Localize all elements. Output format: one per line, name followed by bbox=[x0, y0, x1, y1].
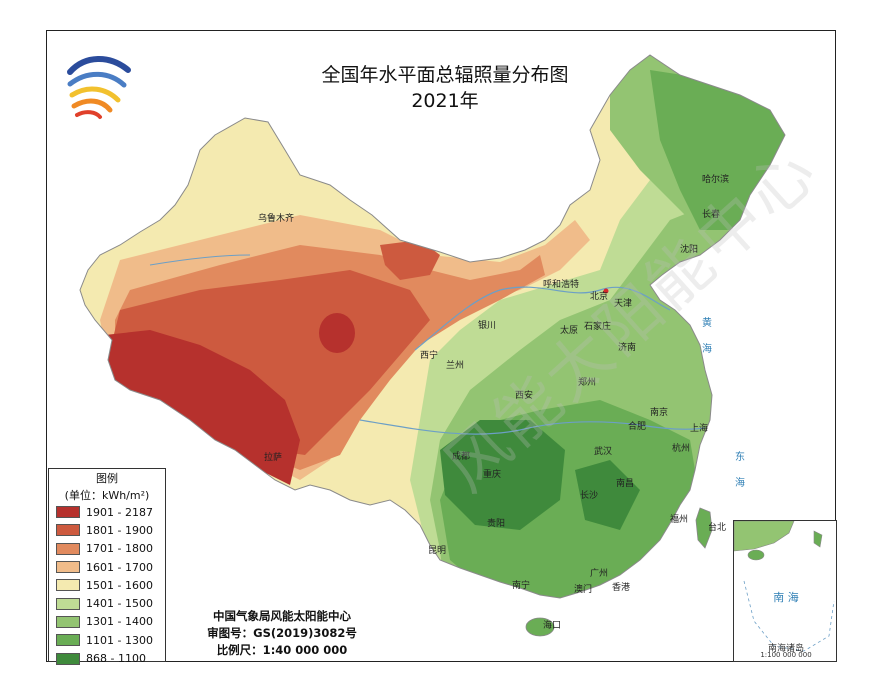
city-label: 长沙 bbox=[580, 491, 599, 501]
city-label: 沈阳 bbox=[680, 245, 699, 255]
city-label: 西宁 bbox=[420, 351, 439, 361]
legend-label: 1101 - 1300 bbox=[86, 633, 153, 647]
city-label: 兰州 bbox=[446, 361, 465, 371]
city-label: 西安 bbox=[515, 391, 534, 401]
legend-label: 1401 - 1500 bbox=[86, 597, 153, 611]
city-label: 哈尔滨 bbox=[702, 175, 730, 185]
sea-label-yellow: 黄 bbox=[702, 318, 712, 329]
logo-icon bbox=[67, 56, 131, 119]
title-main: 全国年水平面总辐照量分布图 bbox=[321, 64, 569, 86]
legend-swatch bbox=[56, 506, 80, 519]
legend-swatch bbox=[56, 652, 80, 665]
city-label: 海口 bbox=[543, 621, 562, 631]
legend-label: 1301 - 1400 bbox=[86, 615, 153, 629]
legend-swatch bbox=[56, 615, 80, 628]
city-label: 长春 bbox=[702, 210, 721, 220]
sea-label-yellow: 海 bbox=[702, 344, 712, 355]
city-label: 石家庄 bbox=[584, 322, 612, 332]
legend-label: 1701 - 1800 bbox=[86, 542, 153, 556]
city-label: 广州 bbox=[590, 569, 609, 579]
city-label: 台北 bbox=[708, 523, 727, 533]
legend-item: 1801 - 1900 bbox=[49, 521, 165, 539]
city-label: 太原 bbox=[560, 326, 579, 336]
city-label: 合肥 bbox=[628, 422, 647, 432]
city-label: 成都 bbox=[452, 452, 471, 462]
legend-title: 图例 bbox=[96, 472, 118, 485]
legend-item: 1601 - 1700 bbox=[49, 558, 165, 576]
map-title: 全国年水平面总辐照量分布图 2021年 bbox=[260, 62, 630, 114]
south-china-sea-inset: 南 海 南海诸岛 1:100 000 000 bbox=[733, 520, 837, 662]
legend-swatch bbox=[56, 634, 80, 647]
sea-label-east: 海 bbox=[735, 478, 745, 489]
city-label: 重庆 bbox=[483, 470, 502, 480]
legend-label: 868 - 1100 bbox=[86, 652, 146, 666]
city-label: 南昌 bbox=[616, 479, 635, 489]
legend-item: 1701 - 1800 bbox=[49, 540, 165, 558]
city-label: 乌鲁木齐 bbox=[258, 214, 295, 224]
credits-org: 中国气象局风能太阳能中心 bbox=[213, 609, 351, 623]
city-label: 香港 bbox=[612, 583, 631, 593]
city-label: 昆明 bbox=[428, 546, 447, 556]
inset-title: 南海诸岛 bbox=[767, 644, 804, 654]
city-label: 澳门 bbox=[574, 585, 593, 595]
legend-item: 868 - 1100 bbox=[49, 649, 165, 667]
credits-scale: 比例尺：1:40 000 000 bbox=[216, 643, 348, 657]
legend: 图例 (单位：kWh/m²) 1901 - 2187 1801 - 1900 170… bbox=[48, 468, 166, 665]
city-label: 贵阳 bbox=[487, 519, 506, 529]
legend-label: 1901 - 2187 bbox=[86, 505, 153, 519]
legend-item: 1401 - 1500 bbox=[49, 594, 165, 612]
credits-map-number: 审图号：GS(2019)3082号 bbox=[207, 626, 357, 640]
city-label: 福州 bbox=[670, 515, 689, 525]
inset-scale: 1:100 000 000 bbox=[760, 651, 812, 659]
legend-label: 1601 - 1700 bbox=[86, 560, 153, 574]
legend-label: 1801 - 1900 bbox=[86, 523, 153, 537]
city-label: 天津 bbox=[614, 299, 633, 309]
title-year: 2021年 bbox=[411, 90, 479, 112]
city-label: 银川 bbox=[478, 321, 497, 331]
sea-label-east: 东 bbox=[735, 452, 745, 463]
legend-item: 1501 - 1600 bbox=[49, 576, 165, 594]
city-label: 杭州 bbox=[672, 444, 691, 454]
city-label: 呼和浩特 bbox=[543, 280, 580, 290]
city-label: 南京 bbox=[650, 408, 669, 418]
legend-item: 1101 - 1300 bbox=[49, 631, 165, 649]
inset-sea-label: 南 海 bbox=[773, 591, 799, 604]
credits: 中国气象局风能太阳能中心 审图号：GS(2019)3082号 比例尺：1:40 … bbox=[182, 608, 382, 659]
city-label: 郑州 bbox=[578, 378, 597, 388]
inset-map bbox=[734, 521, 835, 652]
legend-item: 1301 - 1400 bbox=[49, 613, 165, 631]
city-label: 武汉 bbox=[594, 447, 613, 457]
legend-swatch bbox=[56, 597, 80, 610]
city-label: 济南 bbox=[618, 343, 637, 353]
city-label: 北京 bbox=[590, 292, 609, 302]
legend-swatch bbox=[56, 524, 80, 537]
city-label: 拉萨 bbox=[264, 453, 283, 463]
legend-swatch bbox=[56, 579, 80, 592]
legend-swatch bbox=[56, 542, 80, 555]
legend-label: 1501 - 1600 bbox=[86, 578, 153, 592]
legend-item: 1901 - 2187 bbox=[49, 503, 165, 521]
legend-swatch bbox=[56, 561, 80, 574]
city-label: 南宁 bbox=[512, 581, 531, 591]
city-label: 上海 bbox=[690, 424, 709, 434]
legend-unit: (单位：kWh/m²) bbox=[64, 489, 150, 502]
